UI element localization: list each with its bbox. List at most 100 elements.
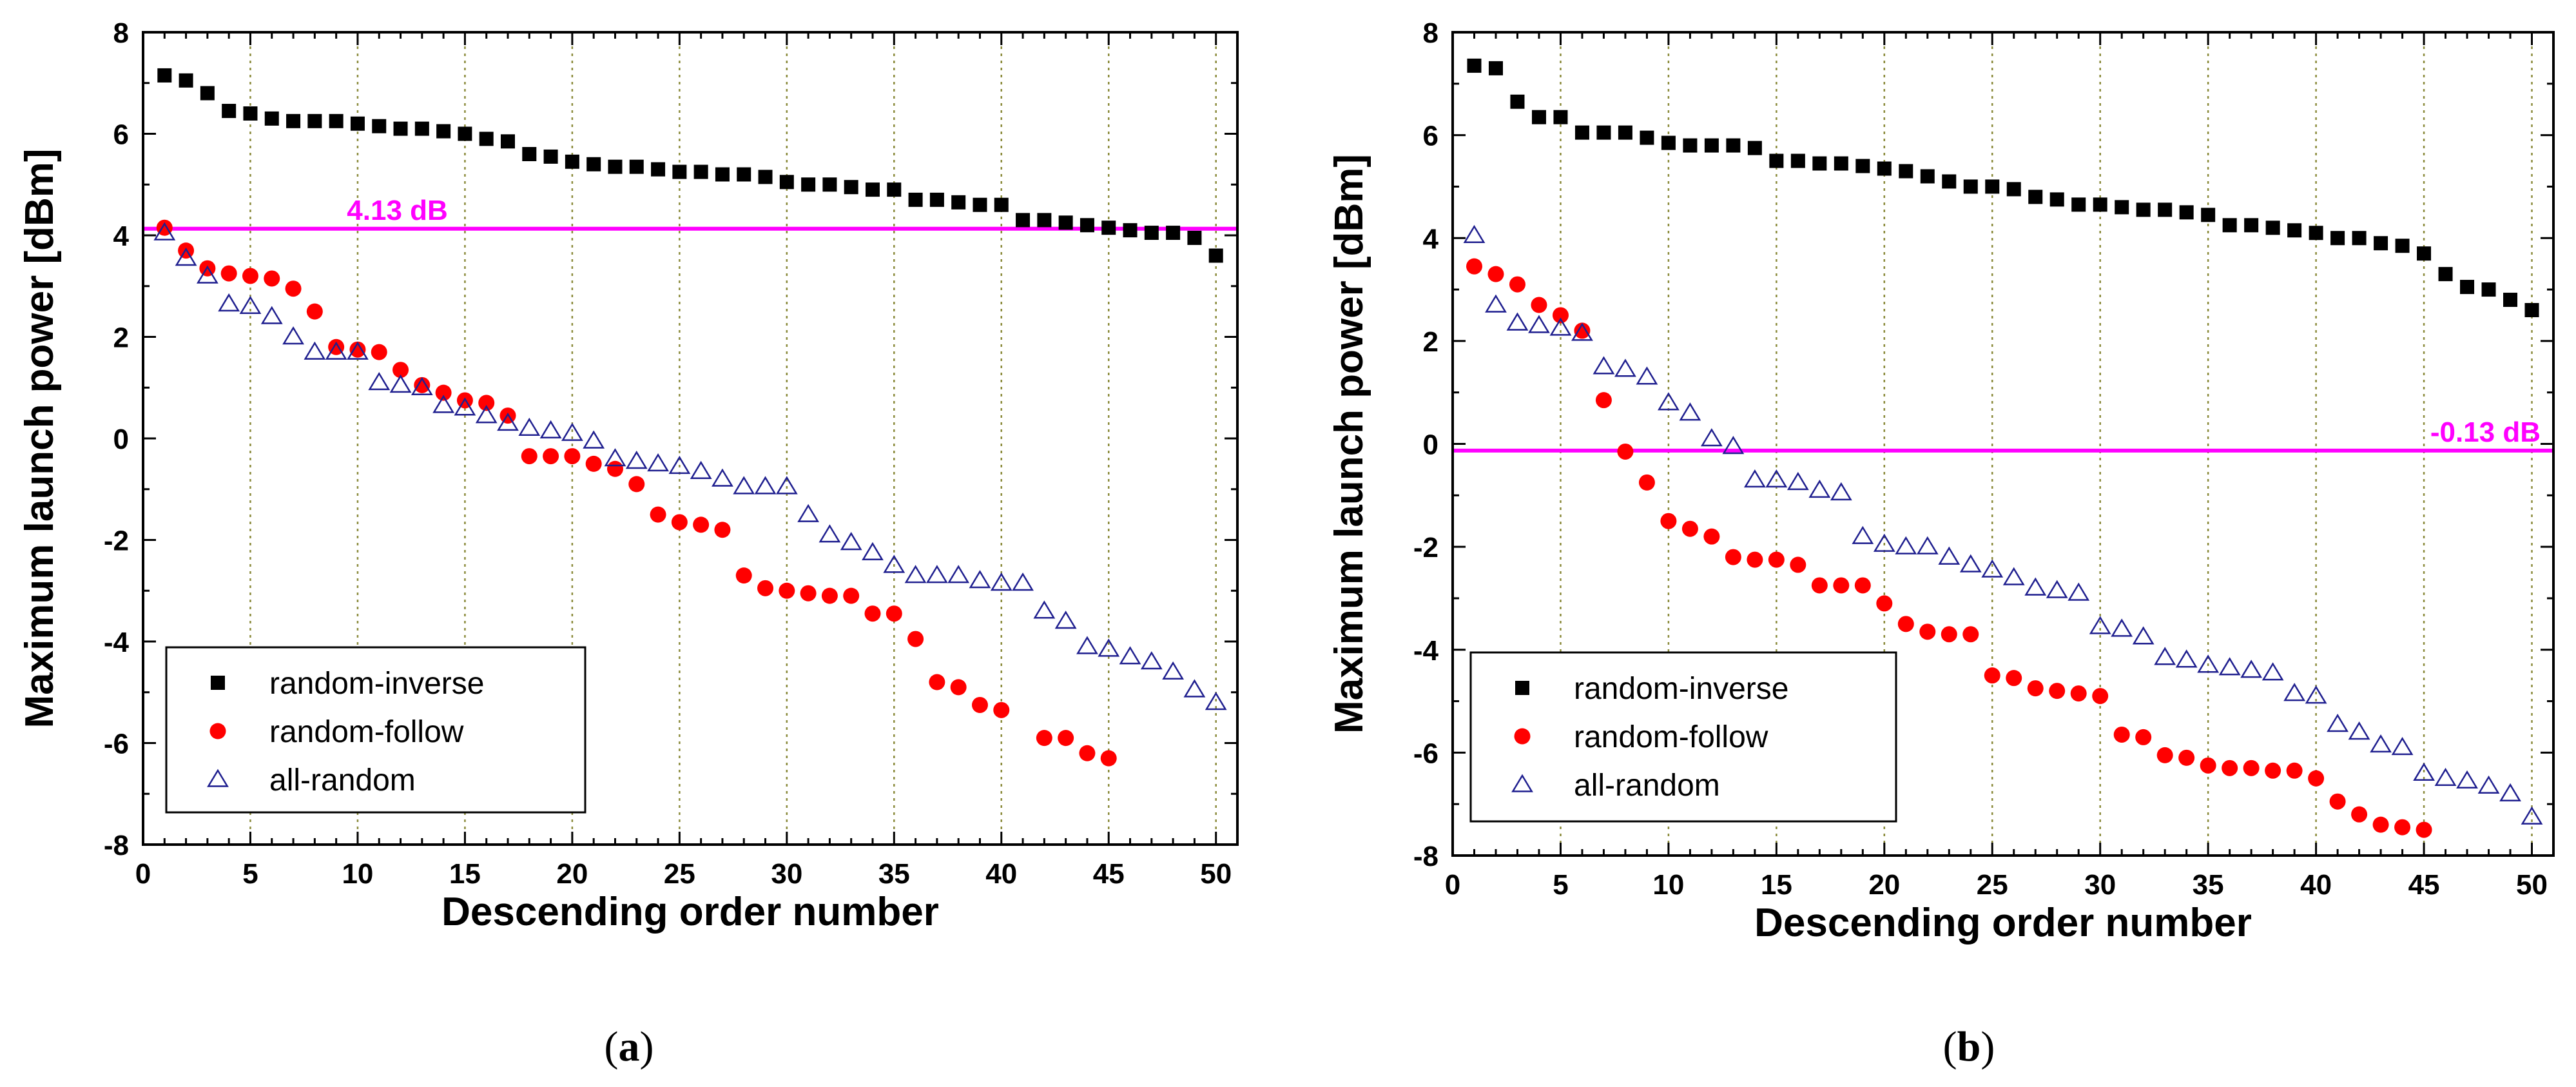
data-point-random-inverse (179, 73, 193, 88)
legend-label-random-follow: random-follow (1574, 720, 1768, 754)
data-point-random-follow (2394, 819, 2411, 836)
data-point-random-inverse (1187, 230, 1202, 245)
data-point-random-inverse (350, 116, 365, 131)
data-point-all-random (818, 524, 841, 543)
data-point-random-follow (606, 460, 623, 477)
y-tick-label: -8 (1413, 841, 1438, 872)
data-point-random-follow (2006, 670, 2022, 687)
x-tick-label: 25 (664, 858, 695, 890)
data-point-all-random (153, 222, 176, 240)
data-point-random-inverse (1747, 141, 1762, 155)
data-point-random-inverse (1166, 226, 1181, 240)
data-point-all-random (1895, 536, 1917, 554)
data-point-all-random (1076, 636, 1098, 654)
data-point-random-follow (220, 265, 237, 282)
x-axis-label: Descending order number (441, 890, 939, 934)
data-point-random-inverse (651, 162, 666, 177)
data-point-all-random (260, 306, 283, 324)
data-point-random-inverse (1510, 94, 1525, 109)
y-axis-label: Maximum launch power [dBm] (1327, 154, 1371, 734)
data-point-all-random (2391, 736, 2414, 756)
data-point-random-follow (628, 476, 645, 493)
data-point-all-random (432, 395, 455, 413)
data-point-random-follow (242, 268, 258, 284)
data-point-random-follow (1100, 750, 1117, 767)
data-point-all-random (1959, 554, 1982, 573)
data-point-random-follow (392, 362, 409, 378)
data-point-random-follow (993, 701, 1010, 718)
data-point-random-follow (757, 580, 774, 596)
legend: random-inverse random-follow all-random (1469, 651, 1897, 823)
legend-label-all-random: all-random (269, 763, 416, 798)
data-point-random-follow (971, 696, 988, 713)
data-point-all-random (2434, 767, 2457, 787)
legend-marker-all-random (207, 769, 229, 787)
data-point-random-inverse (2395, 239, 2410, 253)
x-tick-label: 20 (556, 858, 588, 890)
data-point-random-follow (478, 395, 495, 411)
y-tick-label: 4 (113, 220, 130, 252)
data-point-all-random (904, 565, 927, 583)
data-point-random-follow (2372, 816, 2389, 833)
data-point-random-follow (1984, 667, 2000, 684)
legend-marker-random-follow (209, 723, 226, 739)
data-point-random-inverse (973, 197, 987, 212)
data-point-all-random (561, 422, 583, 441)
chart-panel-a: 4.13 dB 0 5 10 15 20 25 30 35 40 45 50 -8 -6 -4 -2 0 2 4 6 8… (17, 17, 1239, 1070)
data-point-random-follow (306, 303, 323, 320)
series-random-inverse (1467, 58, 2539, 317)
chart-panel-b: -0.13 dB 0 5 10 15 20 25 30 35 40 45 50 -8 -6 -4 -2 0 2 4 6… (1327, 17, 2555, 1070)
data-point-random-inverse (1531, 110, 1546, 124)
data-point-random-inverse (479, 132, 494, 146)
data-point-random-inverse (243, 106, 258, 121)
data-point-all-random (1593, 356, 1615, 375)
data-point-all-random (754, 476, 777, 495)
data-point-random-follow (2351, 806, 2368, 823)
data-point-random-inverse (1080, 218, 1094, 233)
data-point-all-random (2154, 647, 2176, 665)
data-point-random-inverse (1812, 156, 1827, 171)
data-point-all-random (2089, 616, 2111, 634)
data-point-random-inverse (758, 170, 773, 184)
data-point-random-follow (2243, 759, 2260, 776)
data-point-random-inverse (887, 182, 902, 197)
data-point-random-follow (821, 587, 838, 604)
data-point-random-follow (1919, 623, 1936, 640)
data-point-all-random (947, 565, 970, 583)
data-point-all-random (583, 430, 605, 449)
data-point-random-follow (1574, 322, 1591, 339)
data-point-all-random (1873, 533, 1895, 552)
legend: random-inverse random-follow all-random (165, 646, 586, 814)
data-point-random-inverse (2460, 280, 2475, 295)
data-point-random-inverse (1942, 174, 1957, 189)
data-point-random-inverse (1683, 138, 1698, 153)
data-point-random-inverse (436, 124, 451, 139)
data-point-all-random (2477, 775, 2500, 794)
data-point-random-follow (864, 605, 881, 622)
data-point-random-inverse (222, 104, 237, 119)
x-tick-label: 50 (2516, 869, 2548, 901)
y-tick-label: -8 (104, 830, 129, 861)
data-point-random-inverse (2330, 231, 2345, 246)
data-point-random-follow (1036, 730, 1052, 747)
data-point-all-random (2002, 567, 2025, 585)
data-point-all-random (1098, 638, 1120, 657)
data-point-all-random (1183, 679, 1206, 698)
legend-label-random-inverse: random-inverse (269, 667, 484, 701)
data-point-random-inverse (1704, 138, 1719, 153)
data-point-all-random (2261, 662, 2284, 681)
data-point-all-random (883, 554, 905, 573)
data-point-all-random (2024, 577, 2047, 596)
x-tick-label: 20 (1868, 869, 1900, 901)
data-point-random-inverse (715, 167, 730, 182)
data-point-all-random (2370, 734, 2392, 753)
panel-caption: (b) (1943, 1023, 1995, 1070)
x-tick-label: 10 (342, 858, 373, 890)
data-point-random-inverse (157, 68, 172, 83)
data-point-all-random (2111, 618, 2133, 637)
series-all-random (1463, 224, 2543, 825)
data-point-all-random (1787, 471, 1809, 491)
data-point-random-follow (907, 631, 924, 647)
data-point-random-inverse (264, 111, 279, 126)
data-point-random-follow (1617, 443, 1634, 460)
